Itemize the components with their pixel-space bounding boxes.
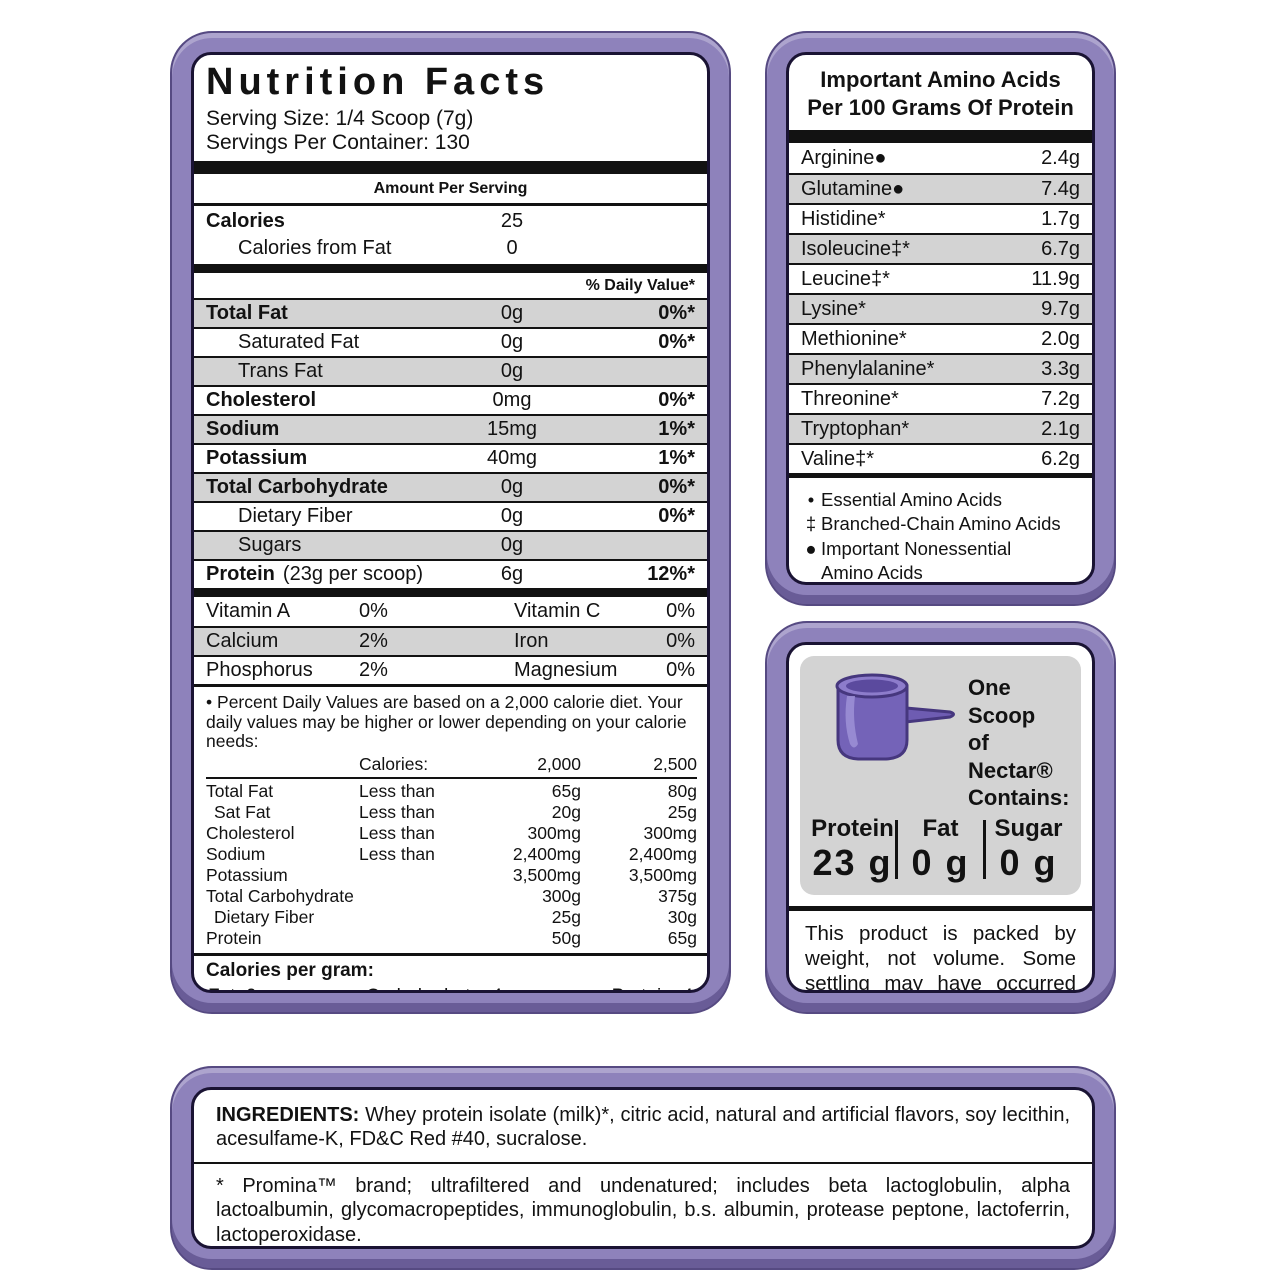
divider-thin <box>194 684 707 688</box>
calories-row: Calories 25 <box>194 208 707 235</box>
table-row: Cholesterol 0mg 0%* <box>194 385 707 414</box>
calories-per-gram-title: Calories per gram: <box>206 959 374 981</box>
legend-branched-chain: ‡ Branched-Chain Amino Acids <box>805 513 1061 535</box>
scoop-icon <box>810 664 968 779</box>
divider-vertical <box>983 819 986 880</box>
table-row: Valine‡* 6.2g <box>789 443 1092 473</box>
servings-per-container: Servings Per Container: 130 <box>206 131 470 155</box>
nutrient-rows: Total Fat 0g 0%* Saturated Fat 0g 0%* Tr… <box>194 298 707 588</box>
legend-nonessential: ● Important Nonessential Amino Acids <box>805 537 1012 584</box>
calories-per-gram-row: Fat 9 • Carbohydrate 4 • Protein 4 <box>194 984 707 990</box>
divider-thick <box>789 130 1092 143</box>
divider-thick <box>789 906 1092 912</box>
table-row: Protein 50g 65g <box>206 927 697 948</box>
scoop-summary-box: One Scoop of Nectar® Contains: Protein 2… <box>800 656 1081 896</box>
reference-table: Calories: 2,000 2,500 Total Fat Less tha… <box>194 754 707 949</box>
table-row: Isoleucine‡* 6.7g <box>789 233 1092 263</box>
legend-essential: • Essential Amino Acids <box>807 489 1002 510</box>
calories-from-fat-row: Calories from Fat 0 <box>194 235 707 262</box>
table-row: Arginine● 2.4g <box>801 146 1080 169</box>
one-scoop-inner: One Scoop of Nectar® Contains: Protein 2… <box>786 642 1095 993</box>
ingredients-inner: INGREDIENTS: Whey protein isolate (milk)… <box>191 1087 1095 1249</box>
reference-table-header: Calories: 2,000 2,500 <box>206 754 697 779</box>
bullet-separator: • <box>554 986 561 990</box>
table-row: Sugars 0g <box>194 530 707 560</box>
ingredients-text: INGREDIENTS: Whey protein isolate (milk)… <box>216 1104 1070 1151</box>
amino-legend: • Essential Amino Acids ‡ Branched-Chain… <box>789 478 1092 584</box>
table-row: Potassium 3,500mg 3,500mg <box>206 864 697 885</box>
table-row: Saturated Fat 0g 0%* <box>194 327 707 356</box>
daily-value-header: % Daily Value* <box>585 277 695 295</box>
scoop-macros: Protein 23 g Fat 0 g Sugar 0 g <box>810 814 1071 884</box>
table-row: Sat Fat Less than 20g 25g <box>214 801 697 822</box>
table-row: Cholesterol Less than 300mg 300mg <box>206 822 697 843</box>
one-scoop-panel: One Scoop of Nectar® Contains: Protein 2… <box>765 621 1116 1014</box>
table-row: Sodium Less than 2,400mg 2,400mg <box>206 843 697 864</box>
calories-block: Calories 25 Calories from Fat 0 <box>194 206 707 264</box>
bullet-separator: • <box>308 986 315 990</box>
table-row: Histidine* 1.7g <box>789 203 1092 233</box>
nutrition-facts-title: Nutrition Facts <box>206 61 550 103</box>
table-row: Phosphorus 2% Magnesium 0% <box>194 655 707 684</box>
amino-acids-inner: Important Amino Acids Per 100 Grams Of P… <box>786 52 1095 585</box>
table-row: Sodium 15mg 1%* <box>194 414 707 444</box>
ingredients-footnote: * Promina™ brand; ultrafiltered and unde… <box>216 1174 1070 1246</box>
scoop-heading: One Scoop of Nectar® Contains: <box>968 675 1070 810</box>
divider-thick <box>194 264 707 274</box>
amino-acids-panel: Important Amino Acids Per 100 Grams Of P… <box>765 31 1116 606</box>
macro-protein: Protein 23 g <box>811 814 894 883</box>
table-row: Vitamin A 0% Vitamin C 0% <box>206 600 695 623</box>
daily-value-footnote: • Percent Daily Values are based on a 2,… <box>206 692 687 752</box>
table-row: Tryptophan* 2.1g <box>789 413 1092 443</box>
divider-thick <box>194 588 707 598</box>
table-row: Lysine* 9.7g <box>789 293 1092 323</box>
table-row: Glutamine● 7.4g <box>789 173 1092 203</box>
table-row: Methionine* 2.0g <box>789 323 1092 353</box>
amino-acid-rows: Arginine● 2.4g Glutamine● 7.4g Histidine* 1… <box>789 143 1092 473</box>
divider-thin <box>194 952 707 956</box>
serving-size: Serving Size: 1/4 Scoop (7g) <box>206 106 474 130</box>
ingredients-panel: INGREDIENTS: Whey protein isolate (milk)… <box>170 1066 1116 1270</box>
macro-sugar: Sugar 0 g <box>994 814 1063 883</box>
table-row: Potassium 40mg 1%* <box>194 443 707 472</box>
table-row: Dietary Fiber 25g 30g <box>214 906 697 927</box>
divider-thin <box>194 1161 1092 1164</box>
table-row: Leucine‡* 11.9g <box>789 263 1092 293</box>
divider-thick <box>789 473 1092 478</box>
table-row: Trans Fat 0g <box>194 356 707 386</box>
table-row: Total Carbohydrate 300g 375g <box>206 885 697 906</box>
amount-per-serving-header: Amount Per Serving <box>194 174 707 207</box>
amino-acids-title: Important Amino Acids Per 100 Grams Of P… <box>807 67 1074 120</box>
nutrition-facts-panel: Nutrition Facts Serving Size: 1/4 Scoop … <box>170 31 731 1014</box>
table-row: Protein (23g per scoop) 6g 12%* <box>194 559 707 588</box>
storage-note: This product is packed by weight, not vo… <box>805 922 1076 993</box>
table-row: Total Fat Less than 65g 80g <box>206 780 697 801</box>
table-row: Total Carbohydrate 0g 0%* <box>194 472 707 502</box>
table-row: Dietary Fiber 0g 0%* <box>194 501 707 530</box>
table-row: Threonine* 7.2g <box>789 383 1092 413</box>
table-row: Total Fat 0g 0%* <box>194 298 707 328</box>
calories-from-fat-label: Calories from Fat <box>238 237 392 260</box>
calories-value: 25 <box>500 210 524 233</box>
table-row: Phenylalanine* 3.3g <box>789 353 1092 383</box>
table-row: Calcium 2% Iron 0% <box>194 626 707 656</box>
nutrition-facts-header: Nutrition Facts Serving Size: 1/4 Scoop … <box>194 55 707 161</box>
nutrition-facts-inner: Nutrition Facts Serving Size: 1/4 Scoop … <box>191 52 710 993</box>
divider-thick <box>194 161 707 175</box>
divider-vertical <box>895 819 898 880</box>
vitamins-section: Vitamin A 0% Vitamin C 0% Calcium 2% Iro… <box>194 597 707 684</box>
calories-label: Calories <box>206 210 285 233</box>
macro-fat: Fat 0 g <box>911 814 970 883</box>
calories-from-fat-value: 0 <box>506 237 518 260</box>
